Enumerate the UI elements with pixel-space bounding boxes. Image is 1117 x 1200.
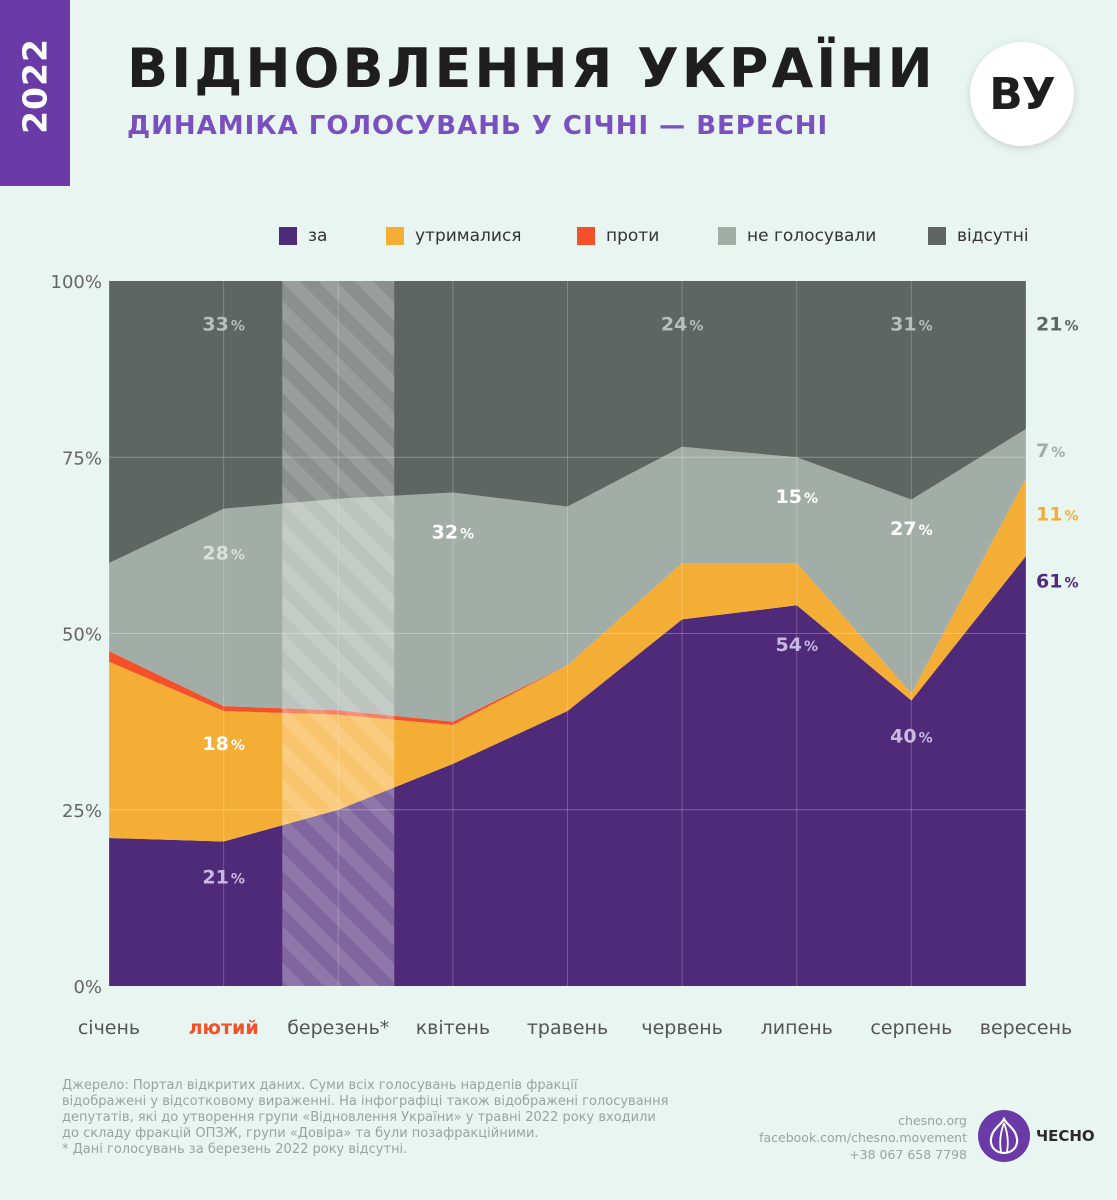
source-line: відображені у відсотковому вираженні. На… [62, 1094, 669, 1109]
legend-item: утрималися [386, 226, 522, 246]
legend-label: не голосували [747, 226, 877, 246]
legend-swatch [718, 227, 736, 245]
y-tick-label: 0% [73, 977, 102, 998]
x-tick-label: травень [527, 1017, 608, 1039]
area-проти [109, 478, 1026, 726]
year-ribbon: 2022 [0, 0, 70, 186]
data-label: 61% [1036, 571, 1078, 593]
contacts: chesno.org facebook.com/chesno.movement … [759, 1112, 967, 1163]
ribbon-shape [0, 0, 70, 186]
y-tick-label: 50% [62, 625, 102, 646]
y-tick-label: 100% [51, 272, 102, 293]
x-tick-label: березень* [287, 1017, 389, 1039]
legend-label: проти [606, 226, 660, 246]
x-tick-label: червень [641, 1017, 722, 1039]
legend-label: відсутні [957, 226, 1029, 246]
legend-swatch [928, 227, 946, 245]
stacked-area-chart: 0% 25% 50% 75% 100% січень лютий березень* квіте… [51, 272, 1079, 1039]
data-label: 31% [890, 313, 932, 335]
data-label: 28% [202, 542, 244, 564]
page-subtitle: ДИНАМІКА ГОЛОСУВАНЬ У СІЧНІ — ВЕРЕСНІ [127, 111, 829, 141]
legend-swatch [577, 227, 595, 245]
brand-name: ЧЕСНО [1036, 1127, 1095, 1145]
legend-item: за [279, 226, 327, 246]
data-label: 40% [890, 726, 932, 748]
data-label: 21% [202, 867, 244, 889]
y-tick-label: 75% [62, 448, 102, 469]
legend-swatch [279, 227, 297, 245]
data-label: 21% [1036, 313, 1078, 335]
source-line: до складу фракцій ОПЗЖ, групи «Довіра» т… [62, 1126, 539, 1141]
data-label: 24% [661, 313, 703, 335]
data-label: 32% [432, 521, 474, 543]
phone-number: +38 067 658 7798 [849, 1147, 967, 1162]
facebook-link[interactable]: facebook.com/chesno.movement [759, 1130, 967, 1145]
site-link[interactable]: chesno.org [898, 1113, 967, 1128]
legend-label: утрималися [415, 226, 522, 246]
garlic-icon [978, 1110, 1030, 1162]
chesno-logo: ЧЕСНО [978, 1110, 1095, 1162]
source-note: Джерело: Портал відкритих даних. Суми вс… [62, 1078, 669, 1158]
data-label: 18% [202, 733, 244, 755]
faction-logo: ВУ [970, 42, 1074, 146]
footnote: * Дані голосувань за березень 2022 року … [62, 1142, 408, 1157]
x-tick-label: лютий [189, 1017, 259, 1039]
x-tick-label: липень [761, 1017, 833, 1039]
legend-item: відсутні [928, 226, 1029, 246]
data-label: 7% [1036, 440, 1065, 462]
x-tick-label: серпень [870, 1017, 952, 1039]
legend-label: за [308, 226, 328, 246]
data-label: 15% [776, 486, 818, 508]
data-label: 11% [1036, 504, 1078, 526]
data-label: 54% [776, 634, 818, 656]
data-label: 27% [890, 518, 932, 540]
legend-swatch [386, 227, 404, 245]
data-label: 33% [202, 313, 244, 335]
page-title: ВІДНОВЛЕННЯ УКРАЇНИ [127, 37, 936, 100]
legend-item: не голосували [718, 226, 876, 246]
legend-item: проти [577, 226, 659, 246]
y-tick-label: 25% [62, 801, 102, 822]
x-tick-label: січень [78, 1017, 140, 1039]
source-line: Джерело: Портал відкритих даних. Суми вс… [62, 1078, 578, 1093]
x-tick-label: вересень [980, 1017, 1072, 1039]
missing-data-overlay [282, 281, 395, 986]
x-tick-label: квітень [416, 1017, 490, 1039]
source-line: депутатів, які до утворення групи «Відно… [62, 1110, 656, 1125]
